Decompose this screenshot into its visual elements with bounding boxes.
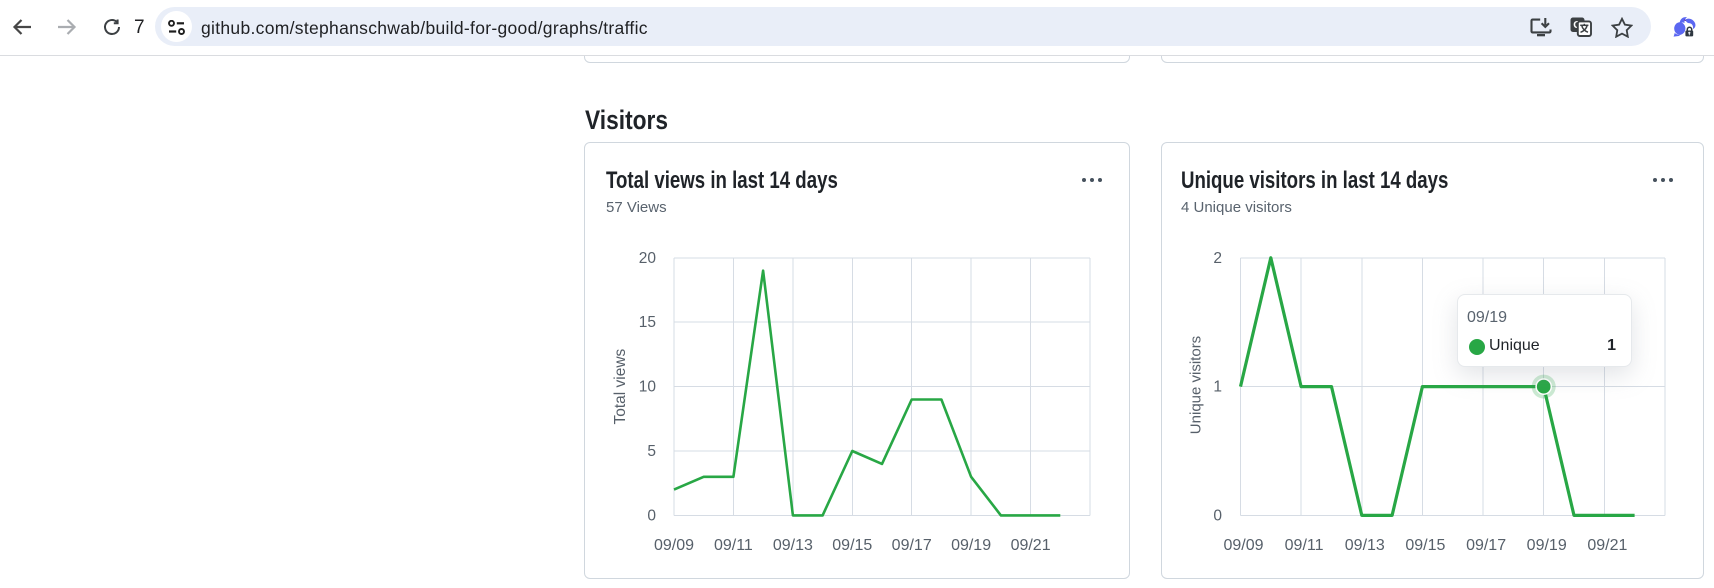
svg-text:09/09: 09/09 [654,537,694,554]
svg-text:1: 1 [1213,379,1222,396]
svg-text:10: 10 [639,379,657,396]
svg-text:09/17: 09/17 [1466,537,1506,554]
svg-text:09/13: 09/13 [1345,537,1385,554]
svg-text:09/15: 09/15 [1405,537,1445,554]
svg-text:0: 0 [1213,507,1222,524]
svg-text:20: 20 [639,250,657,267]
svg-text:Total views: Total views [612,348,629,424]
svg-text:09/13: 09/13 [773,537,813,554]
svg-text:09/17: 09/17 [892,537,932,554]
svg-text:09/11: 09/11 [714,537,753,554]
svg-text:09/19: 09/19 [951,537,991,554]
svg-text:Unique visitors: Unique visitors [1188,336,1205,434]
svg-text:15: 15 [639,314,656,331]
svg-text:09/11: 09/11 [1285,537,1324,554]
svg-text:5: 5 [647,443,656,460]
svg-text:2: 2 [1213,250,1222,267]
svg-text:09/21: 09/21 [1587,537,1627,554]
svg-text:09/21: 09/21 [1011,537,1051,554]
svg-text:09/19: 09/19 [1527,537,1567,554]
svg-text:09/09: 09/09 [1223,537,1263,554]
svg-text:0: 0 [647,507,656,524]
svg-text:09/15: 09/15 [832,537,872,554]
